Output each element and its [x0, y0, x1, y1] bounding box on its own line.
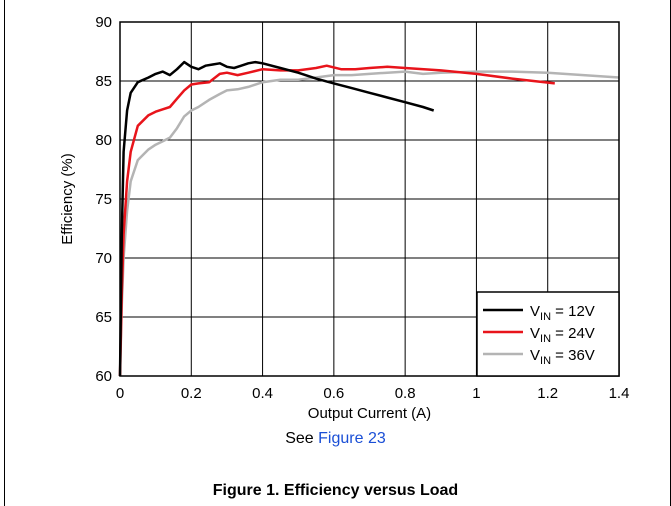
x-tick-labels: 0 0.2 0.4 0.6 0.8 1 1.2 1.4 — [116, 385, 630, 402]
plot-border — [119, 21, 620, 377]
legend-label: VIN = 36V — [530, 347, 595, 367]
series-line-0 — [118, 60, 435, 377]
y-tick-label: 90 — [95, 14, 112, 31]
see-reference: See Figure 23 — [0, 430, 671, 448]
figure-caption: Figure 1. Efficiency versus Load — [212, 482, 459, 499]
y-tick-label: 85 — [95, 73, 112, 90]
y-tick-label: 75 — [95, 191, 112, 208]
y-tick-label: 70 — [95, 250, 112, 267]
legend-label: VIN = 24V — [530, 325, 595, 345]
chart-series — [118, 60, 620, 377]
x-tick-label: 1.2 — [537, 385, 558, 402]
legend-label: VIN = 12V — [530, 303, 595, 323]
y-tick-label: 80 — [95, 132, 112, 149]
x-tick-label: 0.6 — [323, 385, 344, 402]
efficiency-chart: 0 0.2 0.4 0.6 0.8 1 1.2 1.4 60 65 70 75 80 85 90 Outp… — [59, 14, 630, 422]
y-axis-label: Efficiency (%) — [59, 153, 76, 244]
figure-23-link[interactable]: Figure 23 — [318, 430, 386, 447]
x-tick-label: 0.4 — [252, 385, 273, 402]
x-tick-label: 0.8 — [395, 385, 416, 402]
y-tick-label: 60 — [95, 368, 112, 385]
x-tick-label: 1.4 — [609, 385, 630, 402]
see-prefix: See — [285, 430, 319, 447]
y-tick-label: 65 — [95, 309, 112, 326]
x-tick-label: 0 — [116, 385, 124, 402]
series-line-2 — [118, 70, 620, 377]
legend-box — [476, 291, 620, 377]
y-tick-labels: 60 65 70 75 80 85 90 — [95, 14, 112, 385]
series-line-1 — [118, 64, 555, 377]
x-tick-label: 0.2 — [181, 385, 202, 402]
x-tick-label: 1 — [472, 385, 480, 402]
x-axis-label: Output Current (A) — [308, 405, 431, 422]
